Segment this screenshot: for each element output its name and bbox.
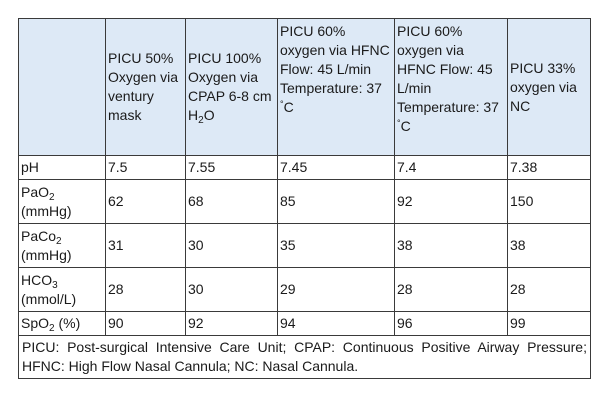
table-cell: 92: [394, 179, 508, 224]
table-cell: 96: [394, 311, 508, 336]
table-cell: 31: [105, 223, 186, 268]
table-cell: 30: [185, 267, 278, 312]
table-cell: 68: [185, 179, 278, 224]
table-cell: 94: [277, 311, 395, 336]
table-row: PaO2 (mmHg) 62 68 85 92 150: [18, 179, 591, 224]
blood-gas-table: PICU 50% Oxygen via ventury mask PICU 10…: [18, 18, 591, 379]
header-cell-picu-60-hfnc-a: PICU 60% oxygen via HFNC Flow: 45 L/min …: [277, 18, 395, 156]
row-label: PaCo2 (mmHg): [18, 223, 106, 268]
footnote-row: PICU: Post-surgical Intensive Care Unit;…: [18, 335, 591, 379]
table-cell: 7.4: [394, 155, 508, 180]
table-cell: 99: [507, 311, 591, 336]
table-cell: 28: [394, 267, 508, 312]
table-cell: 90: [105, 311, 186, 336]
table-cell: 92: [185, 311, 278, 336]
table-cell: 35: [277, 223, 395, 268]
footnote: PICU: Post-surgical Intensive Care Unit;…: [18, 335, 591, 379]
table-cell: 85: [277, 179, 395, 224]
table-cell: 7.38: [507, 155, 591, 180]
header-cell-picu-33-nc: PICU 33% oxygen via NC: [507, 18, 591, 156]
table-row: pH 7.5 7.55 7.45 7.4 7.38: [18, 155, 591, 180]
row-label: pH: [18, 155, 106, 180]
table-cell: 30: [185, 223, 278, 268]
table-cell: 7.5: [105, 155, 186, 180]
table-cell: 29: [277, 267, 395, 312]
header-cell-empty: [18, 18, 106, 156]
row-label: HCO3 (mmol/L): [18, 267, 106, 312]
table-cell: 150: [507, 179, 591, 224]
header-row: PICU 50% Oxygen via ventury mask PICU 10…: [18, 18, 591, 156]
row-label: PaO2 (mmHg): [18, 179, 106, 224]
header-cell-picu-60-hfnc-b: PICU 60% oxygen via HFNC Flow: 45 L/min …: [394, 18, 508, 156]
table-cell: 28: [507, 267, 591, 312]
table-cell: 62: [105, 179, 186, 224]
table-cell: 38: [507, 223, 591, 268]
table-cell: 7.45: [277, 155, 395, 180]
table-cell: 38: [394, 223, 508, 268]
table-cell: 28: [105, 267, 186, 312]
header-cell-picu-50-ventury: PICU 50% Oxygen via ventury mask: [105, 18, 186, 156]
table-row: PaCo2 (mmHg) 31 30 35 38 38: [18, 223, 591, 268]
header-cell-picu-100-cpap: PICU 100% Oxygen via CPAP 6-8 cm H2O: [185, 18, 278, 156]
table-row: SpO2 (%) 90 92 94 96 99: [18, 311, 591, 336]
table-cell: 7.55: [185, 155, 278, 180]
table-row: HCO3 (mmol/L) 28 30 29 28 28: [18, 267, 591, 312]
row-label: SpO2 (%): [18, 311, 106, 336]
